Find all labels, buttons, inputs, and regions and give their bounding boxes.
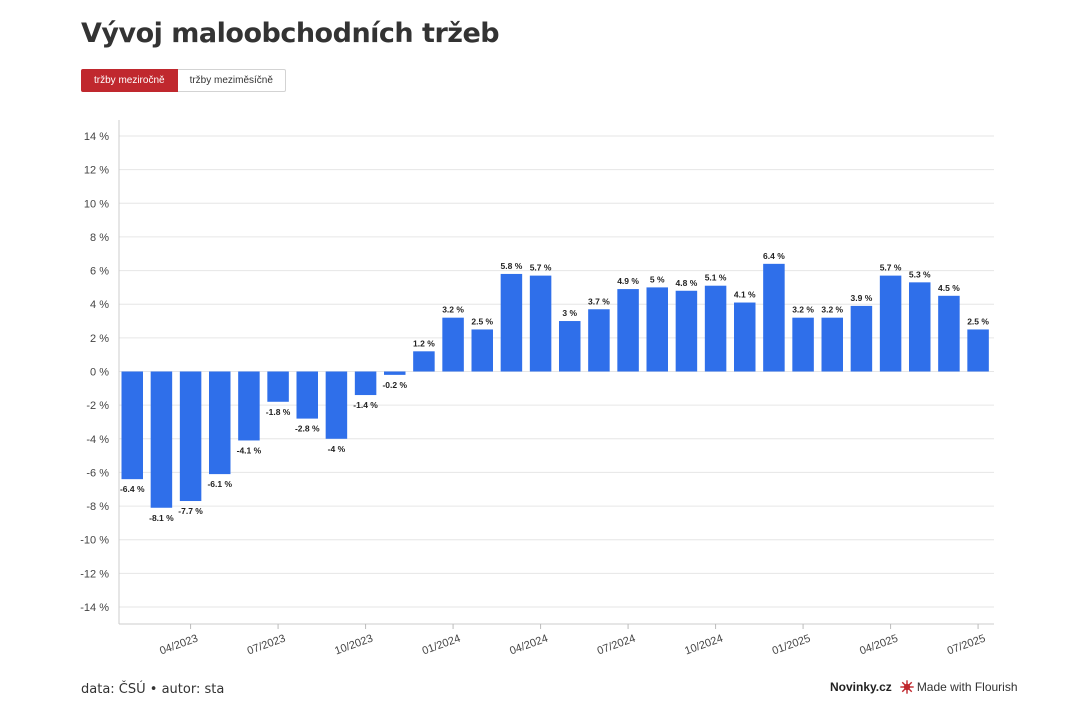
bar-11-2024[interactable]: [734, 302, 756, 372]
x-tick-label: 04/2024: [508, 633, 549, 658]
bar-10-2024[interactable]: [704, 285, 727, 372]
bar-01-2025[interactable]: [792, 317, 814, 372]
data-label: 5 %: [650, 274, 665, 284]
x-tick-label: 07/2025: [946, 633, 987, 658]
bar-03-2023[interactable]: [150, 371, 173, 508]
bar-05-2024[interactable]: [559, 321, 581, 372]
flourish-icon: [900, 680, 914, 694]
data-label: 3.7 %: [588, 296, 610, 306]
x-tick-label: 04/2025: [858, 633, 899, 658]
bar-08-2024[interactable]: [646, 287, 669, 372]
brand-logo[interactable]: Novinky.cz: [830, 680, 892, 694]
bar-02-2023[interactable]: [121, 371, 144, 480]
bar-06-2025[interactable]: [938, 295, 960, 372]
bar-05-2025[interactable]: [909, 282, 931, 372]
y-tick-label: -8 %: [86, 501, 109, 513]
data-label: 3.2 %: [792, 305, 814, 315]
bar-07-2023[interactable]: [267, 371, 289, 402]
footer-branding: Novinky.cz Made with Flourish: [830, 680, 1018, 694]
bar-05-2023[interactable]: [209, 371, 231, 475]
bar-04-2025[interactable]: [879, 275, 902, 372]
bar-11-2023[interactable]: [384, 371, 406, 375]
y-tick-label: -10 %: [80, 535, 109, 547]
bar-02-2024[interactable]: [471, 329, 494, 372]
data-label: 4.1 %: [734, 290, 756, 300]
y-tick-label: 10 %: [84, 198, 109, 210]
bar-06-2023[interactable]: [238, 371, 260, 441]
data-label: 5.8 %: [501, 261, 523, 271]
data-label: 5.7 %: [880, 263, 902, 273]
data-label: -8.1 %: [149, 513, 174, 523]
view-toggle: tržby meziročně tržby meziměsíčně: [81, 69, 286, 92]
data-label: -6.4 %: [120, 484, 145, 494]
data-label: 2.5 %: [471, 316, 493, 326]
data-label: -6.1 %: [207, 479, 232, 489]
bar-07-2025[interactable]: [967, 329, 989, 372]
bar-09-2023[interactable]: [325, 371, 348, 439]
bar-04-2024[interactable]: [529, 275, 552, 372]
data-label: 4.8 %: [676, 278, 698, 288]
y-tick-label: 4 %: [90, 299, 109, 311]
source-credit: data: ČSÚ • autor: sta: [81, 682, 225, 697]
data-label: 4.9 %: [617, 276, 639, 286]
x-tick-label: 04/2023: [158, 633, 199, 658]
bar-02-2025[interactable]: [821, 317, 844, 372]
y-tick-label: 8 %: [90, 232, 109, 244]
y-tick-label: -12 %: [80, 568, 109, 580]
x-tick-label: 10/2024: [683, 633, 724, 658]
data-label: 3.2 %: [442, 305, 464, 315]
x-tick-label: 10/2023: [333, 633, 374, 658]
y-tick-label: -2 %: [86, 400, 109, 412]
bar-12-2024[interactable]: [763, 263, 785, 372]
y-tick-label: 6 %: [90, 266, 109, 278]
y-tick-label: -6 %: [86, 467, 109, 479]
x-tick-label: 07/2023: [246, 633, 287, 658]
made-with-flourish-link[interactable]: Made with Flourish: [916, 680, 1018, 694]
data-label: 5.7 %: [530, 263, 552, 273]
data-label: 2.5 %: [967, 316, 989, 326]
x-tick-label: 01/2025: [771, 633, 812, 658]
data-label: -4.1 %: [237, 445, 262, 455]
y-tick-label: -4 %: [86, 434, 109, 446]
toggle-yoy-button[interactable]: tržby meziročně: [81, 69, 178, 92]
data-label: -1.4 %: [353, 400, 378, 410]
data-label: -1.8 %: [266, 407, 291, 417]
data-label: 1.2 %: [413, 338, 435, 348]
toggle-mom-button[interactable]: tržby meziměsíčně: [177, 69, 286, 92]
data-label: -2.8 %: [295, 424, 320, 434]
x-tick-label: 01/2024: [421, 633, 462, 658]
bar-04-2023[interactable]: [179, 371, 202, 502]
bar-07-2024[interactable]: [617, 289, 639, 372]
data-label: 5.3 %: [909, 269, 931, 279]
bar-01-2024[interactable]: [442, 317, 464, 372]
data-label: 3 %: [562, 308, 577, 318]
data-label: 6.4 %: [763, 251, 785, 261]
data-label: 3.9 %: [851, 293, 873, 303]
data-label: -0.2 %: [382, 380, 407, 390]
y-tick-label: 0 %: [90, 367, 109, 379]
bar-09-2024[interactable]: [675, 290, 698, 372]
bar-12-2023[interactable]: [413, 351, 435, 372]
chart-title: Vývoj maloobchodních tržeb: [81, 18, 500, 49]
data-label: 5.1 %: [705, 273, 727, 283]
y-tick-label: -14 %: [80, 602, 109, 614]
x-tick-label: 07/2024: [596, 633, 637, 658]
bar-06-2024[interactable]: [588, 309, 610, 372]
y-tick-label: 14 %: [84, 131, 109, 143]
bar-03-2024[interactable]: [500, 273, 523, 372]
bar-08-2023[interactable]: [296, 371, 319, 419]
data-label: 3.2 %: [821, 305, 843, 315]
y-tick-label: 2 %: [90, 333, 109, 345]
y-tick-label: 12 %: [84, 165, 109, 177]
data-label: 4.5 %: [938, 283, 960, 293]
data-label: -7.7 %: [178, 506, 203, 516]
bar-03-2025[interactable]: [850, 305, 873, 372]
bar-10-2023[interactable]: [354, 371, 377, 396]
data-label: -4 %: [328, 444, 346, 454]
